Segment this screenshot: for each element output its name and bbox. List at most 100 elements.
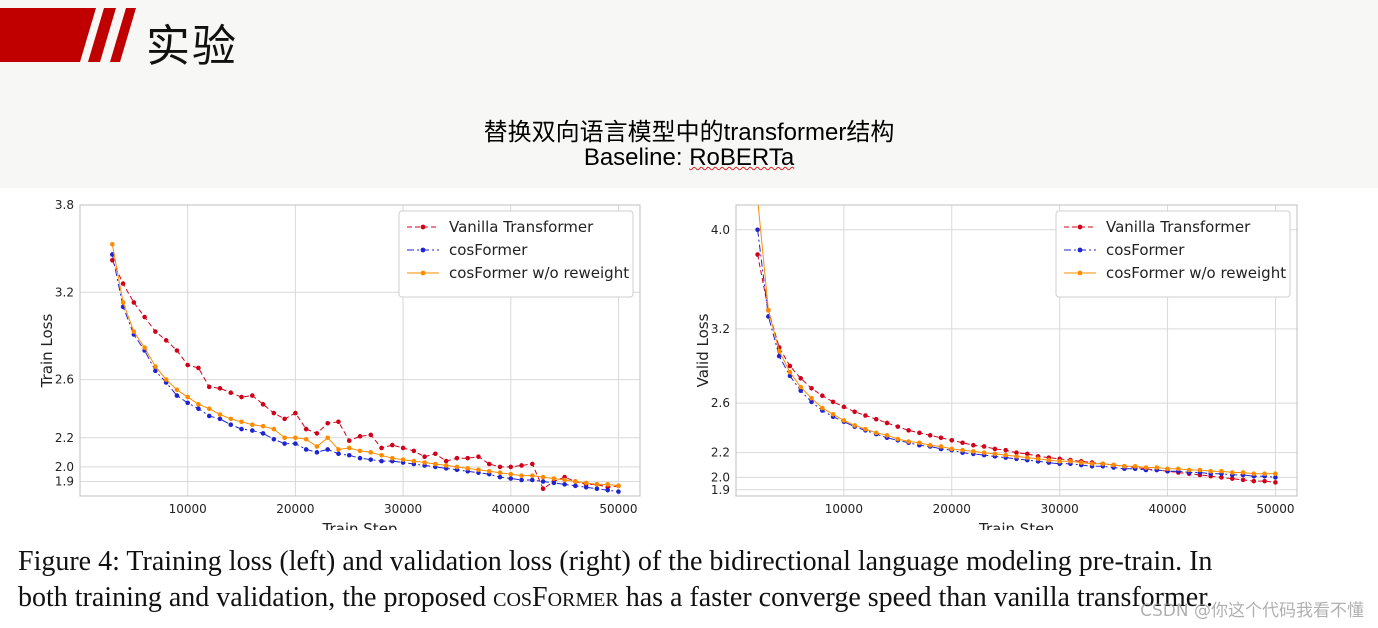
baseline-model: RoBERTa [689,144,795,171]
data-point [616,489,621,494]
csdn-watermark: CSDN @你这个代码我看不懂 [1140,601,1364,621]
data-point [271,410,277,416]
data-point [594,482,600,487]
legend-swatch-marker [1077,247,1083,253]
data-point [508,471,514,477]
data-point [960,440,965,446]
data-point [809,385,814,391]
data-point [163,377,169,382]
data-point [949,446,955,452]
data-point [841,418,847,423]
data-point [927,442,933,448]
data-point [217,412,223,417]
y-tick-label: 2.6 [55,373,74,387]
legend-swatch-marker [420,270,426,276]
y-axis-label: Train Loss [38,313,56,388]
baseline-line: Baseline: RoBERTa [0,144,1378,172]
data-point [787,363,793,369]
data-point [443,458,449,464]
legend-label: cosFormer w/o reweight [449,264,629,282]
data-point [1273,475,1278,480]
data-point [562,482,567,487]
data-point [293,410,298,416]
legend-box [398,210,634,298]
data-point [336,447,341,452]
accent-stripe-thin [110,8,136,62]
data-point [884,420,890,426]
y-tick-label: 3.8 [55,198,74,212]
data-point [1251,478,1257,484]
data-point [443,463,449,468]
header-accent-bar [0,8,136,62]
x-tick-label: 40000 [1148,502,1186,516]
x-tick-label: 40000 [492,502,530,516]
data-point [530,477,535,483]
data-point [852,409,857,415]
data-point [400,457,406,462]
data-point [368,432,374,438]
data-point [1003,447,1009,453]
data-point [1057,459,1062,464]
data-point [228,416,234,422]
data-point [293,441,298,446]
data-point [992,451,998,457]
data-point [562,477,567,483]
data-point [551,476,557,481]
x-axis-label: Train Step [322,520,398,530]
data-point [798,384,804,390]
caption-line2-pre: both training and validation, the propos… [18,582,494,613]
data-point [906,439,911,444]
data-point [551,480,557,486]
data-point [508,476,514,481]
y-tick-label: 3.2 [55,285,74,299]
data-point [863,426,868,432]
data-point [1111,462,1116,468]
legend-swatch-marker [1077,224,1083,230]
data-point [336,451,341,457]
data-point [357,448,363,454]
data-point [476,454,481,460]
x-tick-label: 10000 [825,502,863,516]
data-point [336,419,341,425]
data-point [110,241,115,247]
data-point [809,395,814,401]
data-point [411,448,417,454]
data-point [1176,466,1181,472]
data-point [820,393,825,398]
caption-model-name: cosFormer [493,582,619,613]
data-point [1003,452,1009,458]
data-point [379,458,384,464]
data-point [379,445,384,451]
data-point [153,368,158,374]
data-point [433,451,438,457]
data-point [981,450,987,455]
legend-swatch-marker [420,224,426,230]
data-point [895,424,901,429]
data-point [1024,455,1030,460]
data-point [196,402,201,407]
data-point [594,486,600,492]
data-point [1014,450,1019,455]
data-point [830,411,836,417]
data-point [228,390,234,395]
data-point [605,482,610,487]
data-point [486,461,492,467]
data-point [282,435,287,441]
slide-subtitle: 替换双向语言模型中的transformer结构 [483,119,895,146]
data-point [1154,465,1160,470]
data-point [1229,470,1235,475]
x-tick-label: 50000 [1256,502,1294,516]
data-point [992,446,998,452]
legend-box [1055,210,1291,298]
data-point [830,399,836,405]
data-point [131,300,137,305]
data-point [411,458,417,464]
data-point [616,483,621,489]
data-point [239,419,244,425]
data-point [486,468,492,474]
data-point [153,329,158,334]
data-point [519,463,524,468]
data-point [325,447,330,452]
data-point [981,444,987,449]
data-point [1046,457,1052,463]
